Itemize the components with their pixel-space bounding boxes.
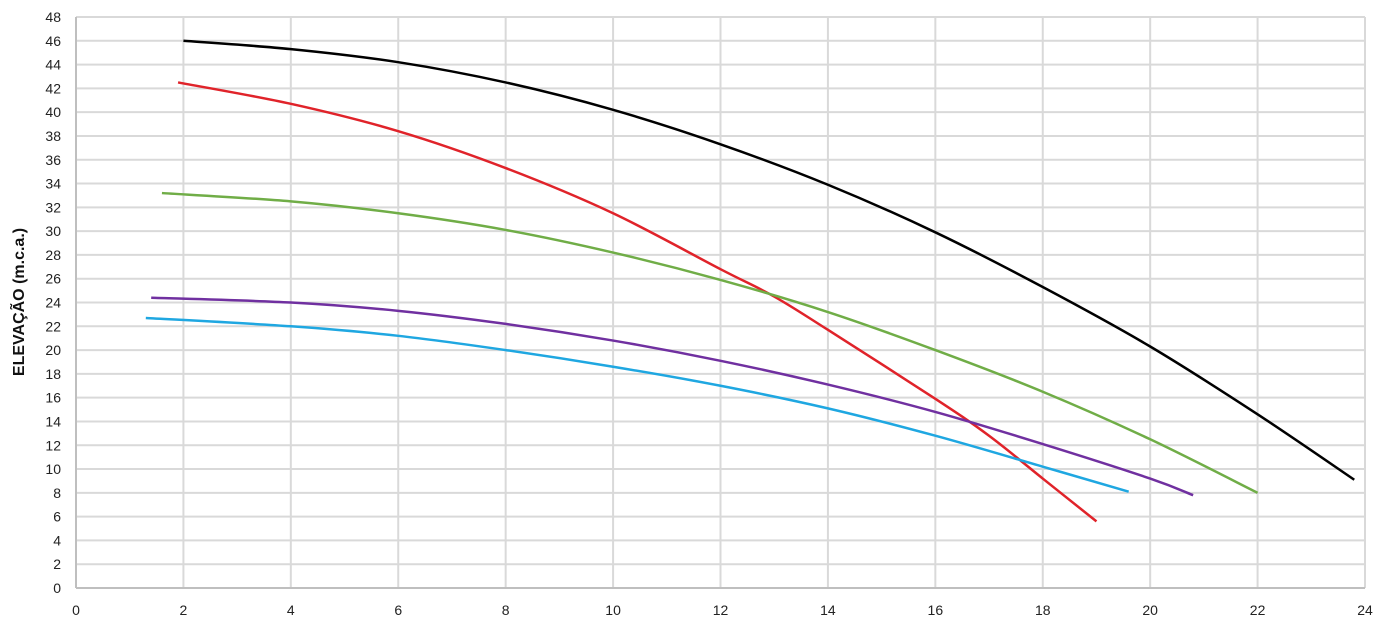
x-tick-label: 10 xyxy=(605,602,621,618)
y-tick-label: 28 xyxy=(45,247,61,263)
y-tick-label: 24 xyxy=(45,295,61,311)
y-tick-label: 20 xyxy=(45,342,61,358)
y-tick-label: 22 xyxy=(45,318,61,334)
x-tick-label: 24 xyxy=(1357,602,1373,618)
y-tick-label: 6 xyxy=(53,509,61,525)
x-tick-label: 22 xyxy=(1250,602,1266,618)
series-line-4 xyxy=(151,296,1194,497)
y-tick-label: 42 xyxy=(45,80,61,96)
x-tick-label: 20 xyxy=(1142,602,1158,618)
x-tick-label: 2 xyxy=(180,602,188,618)
y-tick-label: 36 xyxy=(45,152,61,168)
x-tick-label: 18 xyxy=(1035,602,1051,618)
series-line-1 xyxy=(183,39,1355,481)
series-line-3 xyxy=(161,191,1259,494)
x-tick-label: 14 xyxy=(820,602,836,618)
x-tick-label: 4 xyxy=(287,602,295,618)
series-line-5 xyxy=(145,316,1130,493)
y-tick-label: 14 xyxy=(45,413,61,429)
y-tick-label: 40 xyxy=(45,104,61,120)
y-tick-label: 30 xyxy=(45,223,61,239)
tick-layer: 0246810121416182022242628303234363840424… xyxy=(45,9,1373,618)
y-tick-label: 16 xyxy=(45,390,61,406)
y-tick-label: 10 xyxy=(45,461,61,477)
x-tick-label: 8 xyxy=(502,602,510,618)
y-tick-label: 8 xyxy=(53,485,61,501)
y-tick-label: 2 xyxy=(53,556,61,572)
y-tick-label: 0 xyxy=(53,580,61,596)
x-tick-label: 16 xyxy=(928,602,944,618)
y-tick-label: 12 xyxy=(45,437,61,453)
y-tick-label: 38 xyxy=(45,128,61,144)
x-tick-label: 0 xyxy=(72,602,80,618)
series-layer xyxy=(145,39,1355,523)
y-tick-label: 32 xyxy=(45,199,61,215)
x-tick-label: 12 xyxy=(713,602,729,618)
y-tick-label: 46 xyxy=(45,33,61,49)
axis-layer xyxy=(75,17,1365,589)
y-tick-label: 18 xyxy=(45,366,61,382)
y-tick-label: 4 xyxy=(53,532,61,548)
series-line-2 xyxy=(177,81,1098,523)
x-tick-label: 6 xyxy=(394,602,402,618)
y-axis-title: ELEVAÇÃO (m.c.a.) xyxy=(8,228,28,376)
y-tick-label: 26 xyxy=(45,271,61,287)
y-tick-label: 44 xyxy=(45,57,61,73)
y-tick-label: 34 xyxy=(45,176,61,192)
y-tick-label: 48 xyxy=(45,9,61,25)
